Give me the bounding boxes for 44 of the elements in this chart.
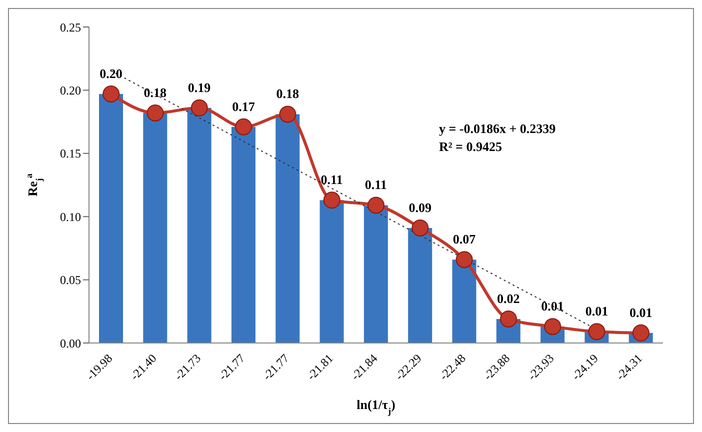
bar [276, 114, 300, 343]
bar [364, 205, 388, 343]
point [323, 192, 340, 209]
data-label: 0.01 [541, 298, 564, 314]
bar [143, 112, 168, 343]
point [544, 318, 562, 336]
y-tick-label: 0.15 [60, 146, 81, 161]
point [588, 323, 606, 340]
x-axis-title: ln(1/τ$_{j}$) [356, 397, 396, 416]
y-tick-label: 0.25 [60, 20, 81, 34]
bar [231, 126, 256, 343]
point [235, 118, 252, 136]
bar [408, 228, 432, 343]
data-label: 0.02 [497, 290, 520, 306]
data-label: 0.20 [100, 66, 122, 81]
data-label: 0.11 [320, 172, 343, 188]
data-label: 0.18 [144, 84, 168, 100]
data-label: 0.11 [364, 177, 387, 192]
point [102, 85, 120, 102]
bar [187, 108, 212, 343]
point [500, 310, 517, 328]
bar [99, 94, 123, 343]
bar [452, 260, 476, 343]
y-tick-label: 0.05 [60, 273, 81, 288]
y-tick-label: 0.10 [60, 210, 81, 224]
point [456, 251, 473, 268]
point [368, 196, 384, 214]
data-label: 0.17 [232, 98, 256, 114]
data-label: 0.01 [629, 304, 652, 320]
data-label: 0.07 [452, 232, 476, 247]
annotation: y = -0.0186x + 0.2339 [439, 121, 556, 137]
y-tick-label: 0.00 [60, 336, 81, 350]
point [412, 219, 429, 236]
data-label: 0.19 [188, 80, 212, 95]
annotation: R² = 0.9425 [439, 139, 502, 155]
point [146, 104, 164, 122]
y-tick-label: 0.20 [60, 83, 81, 98]
point [632, 324, 650, 342]
data-label: 0.01 [585, 304, 608, 319]
data-label: 0.18 [276, 86, 300, 102]
bar [320, 200, 344, 343]
data-label: 0.09 [408, 200, 432, 215]
point [279, 106, 296, 123]
point [190, 99, 208, 116]
